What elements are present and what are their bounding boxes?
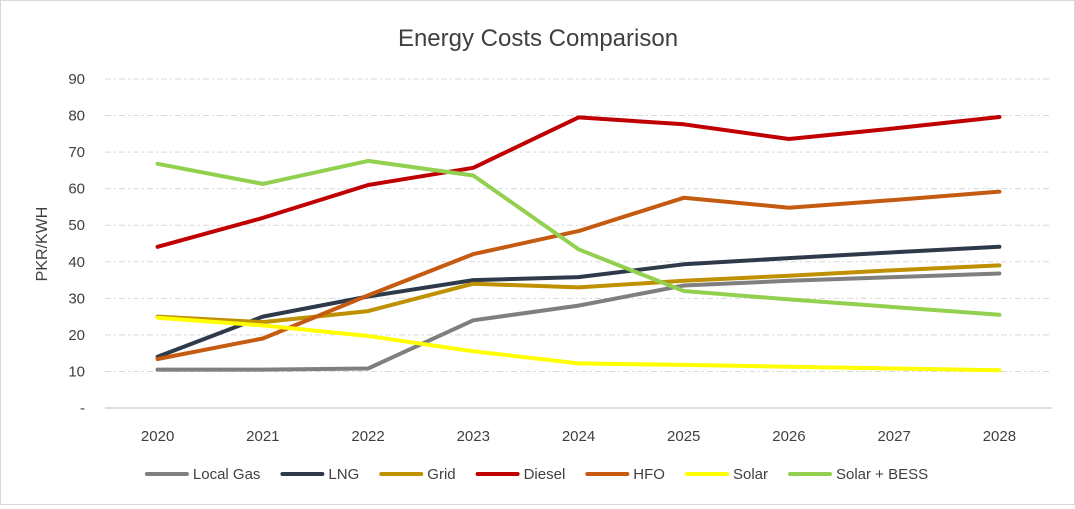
legend-label: HFO bbox=[633, 466, 665, 483]
y-tick-label: 80 bbox=[68, 108, 85, 125]
y-tick-label: 90 bbox=[68, 71, 85, 88]
x-tick-label: 2025 bbox=[667, 428, 700, 445]
x-tick-label: 2021 bbox=[246, 428, 279, 445]
x-tick-label: 2026 bbox=[772, 428, 805, 445]
legend-item: Solar + BESS bbox=[788, 466, 928, 483]
x-tick-label: 2022 bbox=[351, 428, 384, 445]
series-line-grid bbox=[155, 263, 1002, 325]
y-axis-ticks: - 10 20 30 40 50 60 70 80 90 bbox=[68, 71, 85, 417]
legend-label: Grid bbox=[427, 466, 455, 483]
legend: Local Gas LNG Grid Diesel HFO Solar Solar + BE… bbox=[144, 466, 928, 483]
legend-item: LNG bbox=[280, 466, 359, 483]
x-tick-label: 2023 bbox=[457, 428, 490, 445]
legend-item: Grid bbox=[379, 466, 456, 483]
y-tick-label: 40 bbox=[68, 254, 85, 271]
legend-label: Solar bbox=[733, 466, 768, 483]
series-line-solar bbox=[155, 315, 1002, 373]
legend-label: Diesel bbox=[524, 466, 566, 483]
y-axis-label: PKR/KWH bbox=[34, 207, 51, 282]
y-tick-label: 10 bbox=[68, 363, 85, 380]
x-axis-ticks: 2020 2021 2022 2023 2024 2025 2026 2027 2028 bbox=[141, 428, 1016, 445]
series-line-diesel bbox=[155, 115, 1002, 249]
series-lines bbox=[155, 115, 1002, 373]
series-line-solar-bess bbox=[155, 158, 1002, 317]
y-tick-label: 20 bbox=[68, 327, 85, 344]
y-tick-label: - bbox=[80, 400, 85, 417]
x-tick-label: 2020 bbox=[141, 428, 174, 445]
legend-label: Solar + BESS bbox=[836, 466, 928, 483]
y-tick-label: 50 bbox=[68, 217, 85, 234]
legend-label: Local Gas bbox=[193, 466, 261, 483]
x-tick-label: 2024 bbox=[562, 428, 595, 445]
y-tick-label: 60 bbox=[68, 181, 85, 198]
y-tick-label: 30 bbox=[68, 290, 85, 307]
legend-item: Diesel bbox=[475, 466, 566, 483]
series-line-local-gas bbox=[155, 271, 1002, 372]
chart-title: Energy Costs Comparison bbox=[398, 25, 678, 52]
x-tick-label: 2027 bbox=[877, 428, 910, 445]
series-line-lng bbox=[155, 244, 1002, 359]
legend-label: LNG bbox=[328, 466, 359, 483]
y-tick-label: 70 bbox=[68, 144, 85, 161]
legend-item: Local Gas bbox=[144, 466, 261, 483]
legend-item: Solar bbox=[685, 466, 768, 483]
series-line-hfo bbox=[155, 189, 1002, 361]
legend-item: HFO bbox=[585, 466, 665, 483]
x-tick-label: 2028 bbox=[983, 428, 1016, 445]
